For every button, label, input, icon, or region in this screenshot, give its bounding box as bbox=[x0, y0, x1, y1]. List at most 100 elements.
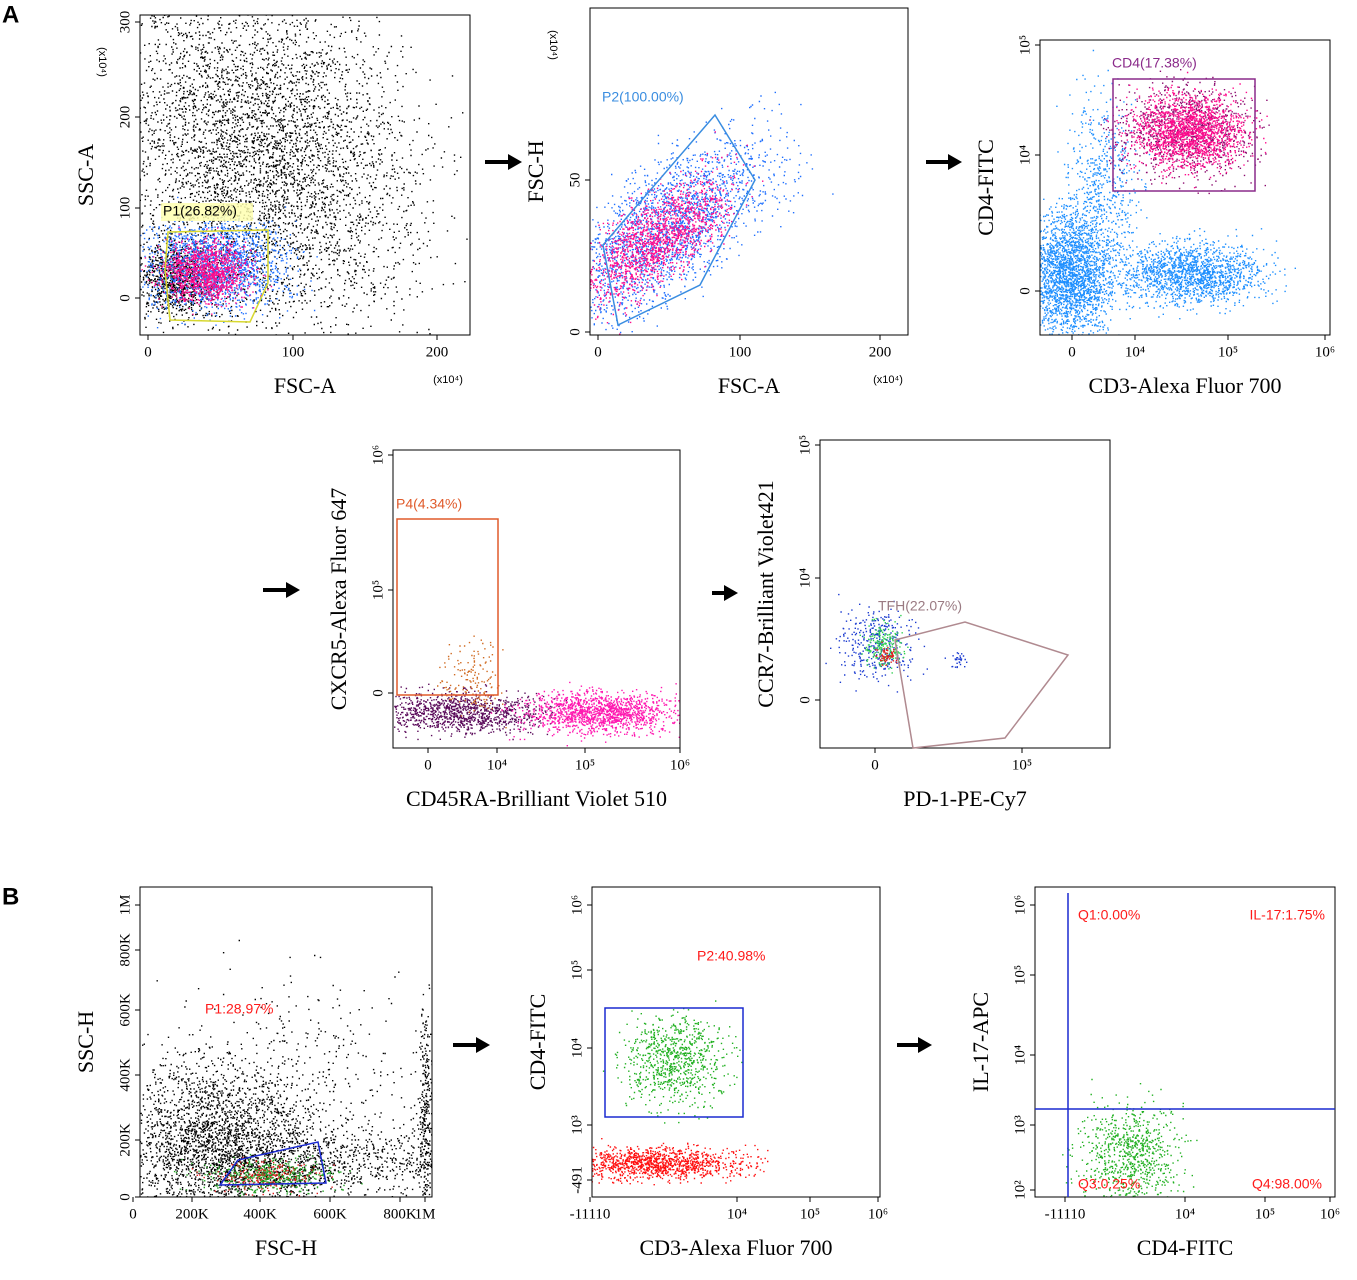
x-tick-label: 400K bbox=[243, 1206, 277, 1222]
x-axis-label: CD45RA-Brilliant Violet 510 bbox=[406, 786, 667, 811]
x-tick-label: 0 bbox=[871, 757, 879, 773]
y-tick-label: 600K bbox=[117, 993, 133, 1027]
x-tick-label: 200 bbox=[869, 344, 892, 360]
event-cloud bbox=[590, 131, 764, 335]
x-axis-label: CD3-Alexa Fluor 700 bbox=[1088, 373, 1281, 398]
gate bbox=[396, 518, 499, 696]
plot-panel: 0 100 200 0 50 FSC-A FSC-H (x10⁴) (x10⁴) P2(100.0… bbox=[523, 7, 909, 398]
y-axis-label: FSC-H bbox=[523, 140, 548, 202]
y-axis-label: IL-17-APC bbox=[968, 992, 993, 1092]
x-axis-label: PD-1-PE-Cy7 bbox=[903, 786, 1026, 811]
y-tick-label: 300 bbox=[117, 11, 133, 34]
event-cloud bbox=[141, 226, 273, 315]
x-tick-label: 0 bbox=[129, 1206, 137, 1222]
x-tick-label: 0 bbox=[594, 344, 602, 360]
event-cloud bbox=[393, 683, 574, 741]
gate bbox=[602, 113, 756, 327]
y-tick-label: 0 bbox=[797, 696, 813, 704]
gate-label: P4(4.34%) bbox=[396, 496, 462, 512]
plot-frame bbox=[1039, 39, 1331, 336]
gate-label: P1(26.82%) bbox=[163, 203, 237, 219]
x-axis-label: CD4-FITC bbox=[1137, 1235, 1234, 1260]
y-tick-label: 0 bbox=[567, 328, 583, 336]
x-tick-label: 10⁵ bbox=[575, 757, 595, 773]
y-tick-label: 0 bbox=[1017, 287, 1033, 295]
arrows bbox=[263, 154, 962, 1053]
event-cloud bbox=[191, 1156, 335, 1197]
events bbox=[1062, 1078, 1198, 1197]
event-cloud bbox=[140, 230, 233, 328]
gate-label: Q3:0.25% bbox=[1078, 1176, 1140, 1192]
events bbox=[140, 939, 432, 1197]
y-tick-label: 10⁴ bbox=[797, 568, 813, 588]
x-axis-label: CD3-Alexa Fluor 700 bbox=[639, 1235, 832, 1260]
x-tick-label: 200K bbox=[175, 1206, 209, 1222]
event-cloud bbox=[1106, 71, 1268, 189]
event-cloud bbox=[417, 984, 432, 1197]
x-tick-label: 100 bbox=[282, 344, 305, 360]
gate-label: P2(100.00%) bbox=[602, 89, 684, 105]
y-tick-label: 10³ bbox=[1012, 1115, 1028, 1135]
event-cloud bbox=[141, 1108, 432, 1197]
y-tick-label: 800K bbox=[117, 933, 133, 967]
plot-frame bbox=[589, 7, 909, 336]
gate bbox=[164, 229, 269, 323]
y-tick-label: 10⁵ bbox=[1012, 965, 1028, 985]
event-cloud bbox=[944, 652, 968, 669]
gate-label: IL-17:1.75% bbox=[1250, 907, 1326, 923]
y-axis-label: CCR7-Brilliant Violet421 bbox=[753, 480, 778, 707]
event-cloud bbox=[875, 641, 898, 666]
y-axis-label: CD4-FITC bbox=[973, 139, 998, 236]
x-tick-label: -11110 bbox=[570, 1206, 611, 1222]
x-tick-label: 100 bbox=[729, 344, 752, 360]
x-tick-label: 10⁵ bbox=[1218, 344, 1238, 360]
event-cloud bbox=[592, 1138, 769, 1186]
event-cloud bbox=[1049, 49, 1151, 335]
x-tick-label: 0 bbox=[424, 757, 432, 773]
plot-panel: 0 200K 400K 600K 800K1M0200K400K600K800K1MFS… bbox=[73, 886, 435, 1260]
gate-label-bg bbox=[161, 203, 253, 221]
y-axis-label: CD4-FITC bbox=[525, 994, 550, 1091]
event-cloud bbox=[1062, 1078, 1198, 1197]
y-tick-label: 10⁴ bbox=[569, 1038, 585, 1058]
event-cloud bbox=[825, 593, 928, 693]
x-tick-label: 10⁵ bbox=[1255, 1206, 1275, 1222]
x-tick-label: 10⁶ bbox=[670, 757, 690, 773]
y-tick-label: 10⁵ bbox=[1017, 35, 1033, 55]
x-tick-label: 10⁴ bbox=[727, 1206, 747, 1222]
y-tick-label: 0 bbox=[117, 294, 133, 302]
gate bbox=[218, 1141, 327, 1186]
x-tick-label: 0 bbox=[144, 344, 152, 360]
y-tick-label: 10⁵ bbox=[797, 435, 813, 455]
event-cloud bbox=[140, 1034, 355, 1197]
y-tick-label: 0 bbox=[370, 689, 386, 697]
gate-label: Q4:98.00% bbox=[1252, 1176, 1322, 1192]
y-tick-label: 10⁶ bbox=[1012, 895, 1028, 915]
y-tick-label: 200 bbox=[117, 106, 133, 129]
y-tick-label: 50 bbox=[567, 173, 583, 188]
plot-panel: -11110 10⁴ 10⁵ 10⁶ -491 10³ 10⁴ 10⁵ 10⁶ CD3-Alexa… bbox=[525, 886, 888, 1260]
x-tick-label: 10⁵ bbox=[1012, 757, 1032, 773]
x-tick-label: 600K bbox=[313, 1206, 347, 1222]
panel-letter: B bbox=[2, 883, 19, 910]
events bbox=[393, 635, 680, 747]
x-axis-label: FSC-A bbox=[718, 373, 780, 398]
y-tick-label: 10³ bbox=[569, 1115, 585, 1135]
y-tick-label: 10⁵ bbox=[569, 960, 585, 980]
plot-frame bbox=[819, 439, 1111, 749]
plot-panel: 0 100 200 0 100 200 300 FSC-A SSC-A (x10⁴) (x10⁴) P… bbox=[73, 11, 471, 398]
event-cloud bbox=[490, 681, 680, 747]
y-axis-label: SSC-A bbox=[73, 144, 98, 206]
panel-letter: A bbox=[2, 1, 19, 28]
event-cloud bbox=[1087, 228, 1296, 320]
events bbox=[825, 593, 968, 693]
y-tick-label: 1M bbox=[117, 895, 133, 916]
y-tick-label: -491 bbox=[569, 1166, 585, 1194]
event-cloud bbox=[602, 1000, 743, 1124]
gate bbox=[894, 621, 1070, 749]
gate bbox=[1112, 78, 1256, 192]
plot-panel: -11110 10⁴ 10⁵ 10⁶ 10² 10³ 10⁴ 10⁵ 10⁶ CD4-FITC IL… bbox=[968, 886, 1340, 1260]
x-tick-label: 10⁴ bbox=[1175, 1206, 1195, 1222]
